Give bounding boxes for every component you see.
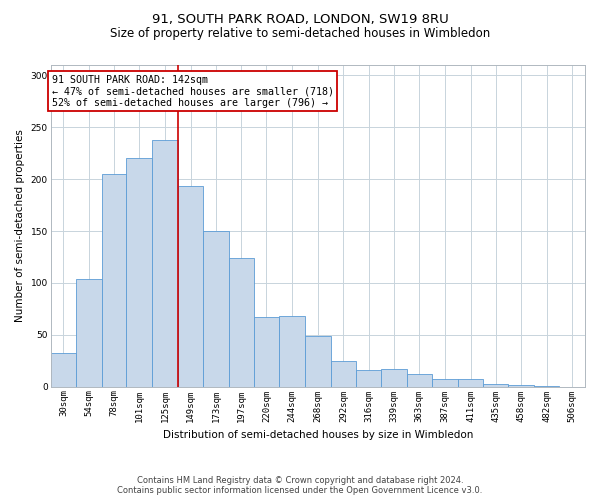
Bar xyxy=(407,374,432,386)
Bar xyxy=(331,360,356,386)
Text: 91 SOUTH PARK ROAD: 142sqm
← 47% of semi-detached houses are smaller (718)
52% o: 91 SOUTH PARK ROAD: 142sqm ← 47% of semi… xyxy=(52,74,334,108)
Bar xyxy=(484,384,508,386)
Bar xyxy=(381,369,407,386)
X-axis label: Distribution of semi-detached houses by size in Wimbledon: Distribution of semi-detached houses by … xyxy=(163,430,473,440)
Bar xyxy=(356,370,381,386)
Bar xyxy=(76,278,102,386)
Text: Contains HM Land Registry data © Crown copyright and database right 2024.: Contains HM Land Registry data © Crown c… xyxy=(137,476,463,485)
Bar xyxy=(508,384,533,386)
Bar xyxy=(432,380,458,386)
Bar xyxy=(203,231,229,386)
Bar xyxy=(305,336,331,386)
Bar xyxy=(458,380,484,386)
Bar xyxy=(152,140,178,386)
Text: Contains public sector information licensed under the Open Government Licence v3: Contains public sector information licen… xyxy=(118,486,482,495)
Bar xyxy=(280,316,305,386)
Text: Size of property relative to semi-detached houses in Wimbledon: Size of property relative to semi-detach… xyxy=(110,28,490,40)
Text: 91, SOUTH PARK ROAD, LONDON, SW19 8RU: 91, SOUTH PARK ROAD, LONDON, SW19 8RU xyxy=(152,12,448,26)
Y-axis label: Number of semi-detached properties: Number of semi-detached properties xyxy=(15,130,25,322)
Bar xyxy=(178,186,203,386)
Bar xyxy=(229,258,254,386)
Bar xyxy=(102,174,127,386)
Bar xyxy=(50,354,76,386)
Bar xyxy=(254,317,280,386)
Bar xyxy=(127,158,152,386)
